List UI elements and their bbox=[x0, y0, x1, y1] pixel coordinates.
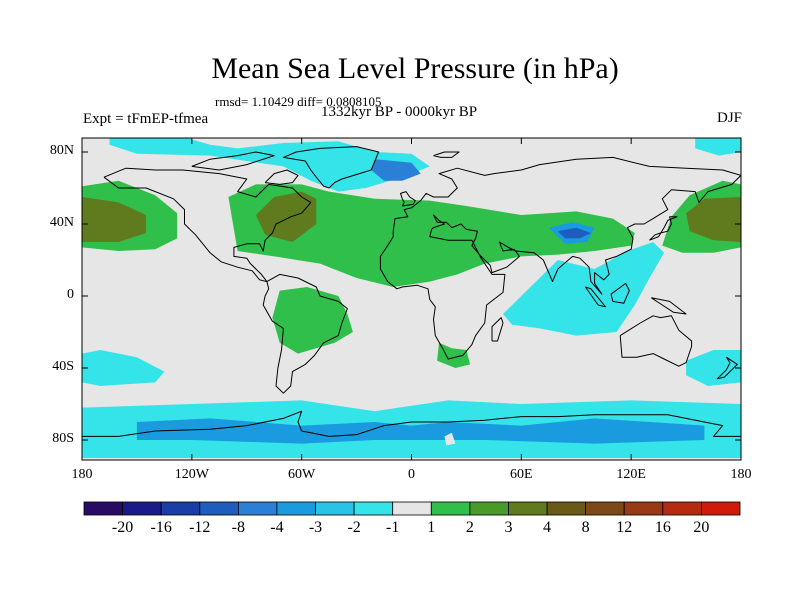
region-africa-green bbox=[437, 342, 471, 368]
coastline-uk bbox=[400, 191, 416, 207]
region-arctic-east-cyan bbox=[695, 138, 741, 156]
stats-text: rmsd= 1.10429 diff= 0.0808105 bbox=[215, 94, 382, 109]
lat-label: 40S bbox=[52, 359, 74, 374]
colorbar-label: 4 bbox=[543, 519, 552, 536]
region-pacific-east-olive bbox=[686, 197, 741, 242]
colorbar-swatch bbox=[662, 501, 702, 516]
region-atlantic-eurasia-green bbox=[228, 184, 635, 287]
coastline-australia bbox=[619, 315, 693, 367]
region-atlantic-olive bbox=[255, 191, 317, 242]
region-southern-west-cyan bbox=[82, 350, 165, 386]
coastline-japan bbox=[649, 216, 678, 241]
coastline-new-zealand bbox=[716, 356, 738, 380]
colorbar-swatch bbox=[623, 501, 664, 516]
colorbar-swatch bbox=[508, 501, 548, 516]
coastline-canadian-arctic bbox=[191, 151, 275, 171]
lon-label: 180 bbox=[71, 467, 93, 482]
colorbar-swatch bbox=[199, 501, 239, 516]
coastline-sumatra bbox=[584, 286, 606, 308]
colorbar-label: -3 bbox=[308, 519, 323, 536]
axis-ticks bbox=[81, 138, 742, 460]
colorbar-swatch bbox=[276, 501, 316, 516]
coastline-baffin bbox=[264, 169, 299, 185]
colorbar-label: 20 bbox=[693, 519, 710, 536]
colorbar-swatch bbox=[469, 501, 509, 516]
colorbar-label: 2 bbox=[465, 519, 474, 536]
region-antarctic-blue bbox=[136, 418, 705, 444]
colorbar-label: 3 bbox=[504, 519, 513, 536]
season-label: DJF bbox=[716, 110, 742, 126]
colorbar-label: 1 bbox=[427, 519, 436, 536]
region-south-america-green bbox=[272, 287, 353, 354]
colorbar-label: -16 bbox=[150, 519, 172, 536]
colorbar-label: 12 bbox=[616, 519, 633, 536]
colorbar-swatch bbox=[430, 501, 471, 516]
lon-label: 120W bbox=[174, 467, 209, 482]
colorbar-swatch bbox=[585, 501, 625, 516]
region-greenland-blue bbox=[371, 159, 421, 181]
region-pacific-olive bbox=[82, 197, 147, 242]
region-antarctic-white-patch bbox=[444, 432, 456, 446]
coastline-eurasia-africa bbox=[379, 156, 741, 360]
colorbar bbox=[83, 501, 741, 516]
lon-label: 60E bbox=[510, 467, 533, 482]
coastline-svalbard bbox=[433, 151, 460, 158]
lon-label: 60W bbox=[288, 467, 316, 482]
coastline-south-america bbox=[262, 273, 348, 394]
lon-label: 180 bbox=[730, 467, 752, 482]
colorbar-label: -8 bbox=[231, 519, 246, 536]
colorbar-label: 16 bbox=[654, 519, 671, 536]
lon-label: 0 bbox=[408, 467, 415, 482]
colorbar-label: 8 bbox=[581, 519, 590, 536]
colorbar-label: -12 bbox=[189, 519, 211, 536]
experiment-label: Expt = tFmEP-tfmea bbox=[83, 111, 209, 127]
map-title: Mean Sea Level Pressure (in hPa) bbox=[211, 52, 619, 85]
period-label: 1332kyr BP - 0000kyr BP bbox=[321, 104, 478, 120]
coastline-north-america bbox=[103, 167, 312, 283]
colorbar-label: -4 bbox=[270, 519, 284, 536]
colorbar-swatch bbox=[546, 501, 587, 516]
colorbar-swatch bbox=[160, 501, 201, 516]
colorbar-swatch bbox=[701, 501, 741, 516]
colorbar-label: -1 bbox=[386, 519, 400, 536]
lat-label: 0 bbox=[67, 287, 74, 302]
colorbar-swatch bbox=[237, 501, 278, 516]
colorbar-swatch bbox=[315, 501, 355, 516]
region-tibet-dark-blue bbox=[557, 227, 591, 239]
coastline-borneo bbox=[610, 282, 630, 304]
lat-label: 80N bbox=[49, 143, 74, 158]
lat-label: 80S bbox=[52, 431, 74, 446]
lon-label: 120E bbox=[616, 467, 646, 482]
coastline-layer bbox=[82, 146, 741, 437]
region-arctic-cyan bbox=[109, 138, 430, 192]
lat-label: 40N bbox=[49, 215, 74, 230]
coastline-antarctica bbox=[82, 410, 741, 437]
colorbar-swatch bbox=[83, 501, 123, 516]
region-indian-ocean-cyan bbox=[503, 242, 665, 336]
colorbar-label: -2 bbox=[347, 519, 361, 536]
colorbar-label: -20 bbox=[111, 519, 134, 536]
coastline-madagascar bbox=[491, 317, 504, 342]
coastline-greenland bbox=[282, 146, 380, 189]
coastline-new-guinea bbox=[651, 297, 687, 315]
colorbar-swatch bbox=[353, 501, 394, 516]
colorbar-swatch bbox=[122, 501, 162, 516]
colorbar-swatch bbox=[392, 501, 432, 516]
pressure-fill-layer bbox=[82, 138, 741, 458]
